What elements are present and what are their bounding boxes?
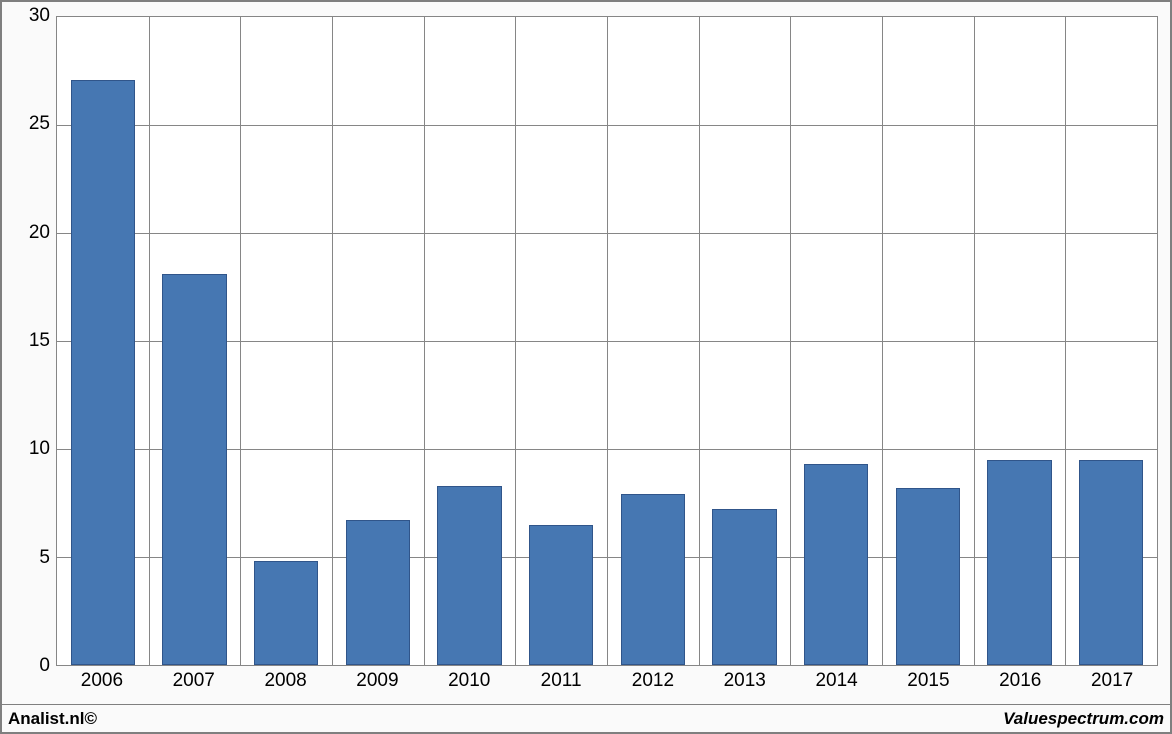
- gridline-v: [607, 17, 608, 665]
- y-tick-label: 30: [29, 5, 50, 27]
- gridline-v: [882, 17, 883, 665]
- bar: [804, 464, 868, 665]
- x-tick-label: 2011: [541, 670, 582, 692]
- bar: [529, 525, 593, 665]
- y-tick-label: 5: [39, 547, 50, 569]
- y-tick-label: 10: [29, 438, 50, 460]
- bar: [1079, 460, 1143, 665]
- gridline-v: [149, 17, 150, 665]
- bar: [896, 488, 960, 665]
- y-axis: 051015202530: [10, 10, 56, 666]
- x-tick-label: 2010: [448, 670, 490, 692]
- x-tick-label: 2009: [356, 670, 398, 692]
- footer-left-text: Analist.nl©: [8, 709, 97, 729]
- x-axis: 2006 2007 2008 2009 2010 2011 2012 2013 2014 2015…: [56, 666, 1158, 696]
- bar: [346, 520, 410, 665]
- chart-container: 0 5 10 15 20 25 30 2006 2007 2008 2009 2010 2011 201…: [0, 0, 1172, 734]
- x-tick-label: 2012: [632, 670, 674, 692]
- bar: [621, 494, 685, 665]
- x-tick-label: 2008: [264, 670, 306, 692]
- x-tick-label: 2014: [815, 670, 857, 692]
- x-tick-label: 2015: [907, 670, 949, 692]
- x-tick-label: 2017: [1091, 670, 1133, 692]
- footer-right-text: Valuespectrum.com: [1003, 709, 1164, 729]
- y-tick-label: 0: [39, 655, 50, 677]
- gridline-v: [699, 17, 700, 665]
- gridline-v: [240, 17, 241, 665]
- x-tick-label: 2016: [999, 670, 1041, 692]
- x-tick-label: 2013: [724, 670, 766, 692]
- y-tick-label: 25: [29, 113, 50, 135]
- bar: [71, 80, 135, 665]
- footer: Analist.nl© Valuespectrum.com: [2, 704, 1170, 732]
- bar: [162, 274, 226, 665]
- bar: [254, 561, 318, 665]
- y-tick-label: 15: [29, 330, 50, 352]
- gridline-v: [332, 17, 333, 665]
- y-tick-label: 20: [29, 222, 50, 244]
- bar: [437, 486, 501, 665]
- plot-wrap: 051015202530 200620072008200920102011201…: [10, 10, 1162, 696]
- gridline-v: [974, 17, 975, 665]
- bar: [987, 460, 1051, 665]
- x-tick-label: 2007: [173, 670, 215, 692]
- gridline-v: [424, 17, 425, 665]
- x-tick-label: 2006: [81, 670, 123, 692]
- plot-area: [56, 16, 1158, 666]
- bar: [712, 509, 776, 665]
- gridline-v: [790, 17, 791, 665]
- gridline-v: [515, 17, 516, 665]
- gridline-v: [1065, 17, 1066, 665]
